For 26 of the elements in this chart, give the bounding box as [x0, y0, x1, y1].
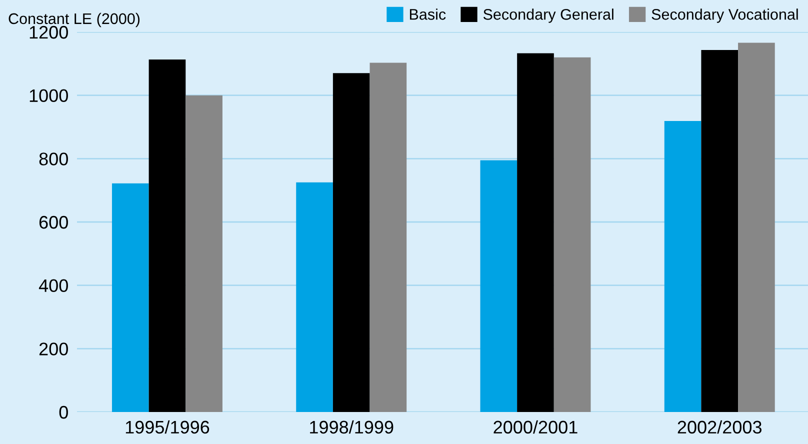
bar — [701, 50, 738, 412]
legend-label: Secondary Vocational — [652, 8, 798, 23]
x-tick-label: 2000/2001 — [494, 420, 578, 434]
bar — [148, 60, 186, 412]
bar — [738, 42, 775, 412]
y-tick-label: 200 — [39, 342, 68, 356]
y-tick-label: 800 — [39, 152, 68, 166]
bar — [517, 53, 554, 412]
y-tick-label: 0 — [59, 406, 68, 419]
x-tick-label: 2002/2003 — [678, 420, 762, 434]
bar — [296, 182, 333, 412]
x-tick-label: 1995/1996 — [126, 420, 210, 434]
legend-label: Secondary General — [483, 8, 614, 23]
bar — [332, 73, 370, 412]
bar — [664, 120, 702, 412]
y-tick-label: 600 — [39, 216, 68, 229]
bar — [370, 62, 407, 412]
y-tick-label: 1000 — [30, 89, 68, 102]
bar — [480, 160, 518, 412]
y-tick-label: 1200 — [30, 26, 68, 39]
bar — [554, 57, 591, 412]
legend-label: Basic — [410, 8, 446, 20]
y-tick-label: 400 — [38, 279, 68, 292]
bar — [186, 95, 222, 412]
x-tick-label: 1998/1999 — [310, 420, 394, 434]
bar — [112, 183, 149, 412]
